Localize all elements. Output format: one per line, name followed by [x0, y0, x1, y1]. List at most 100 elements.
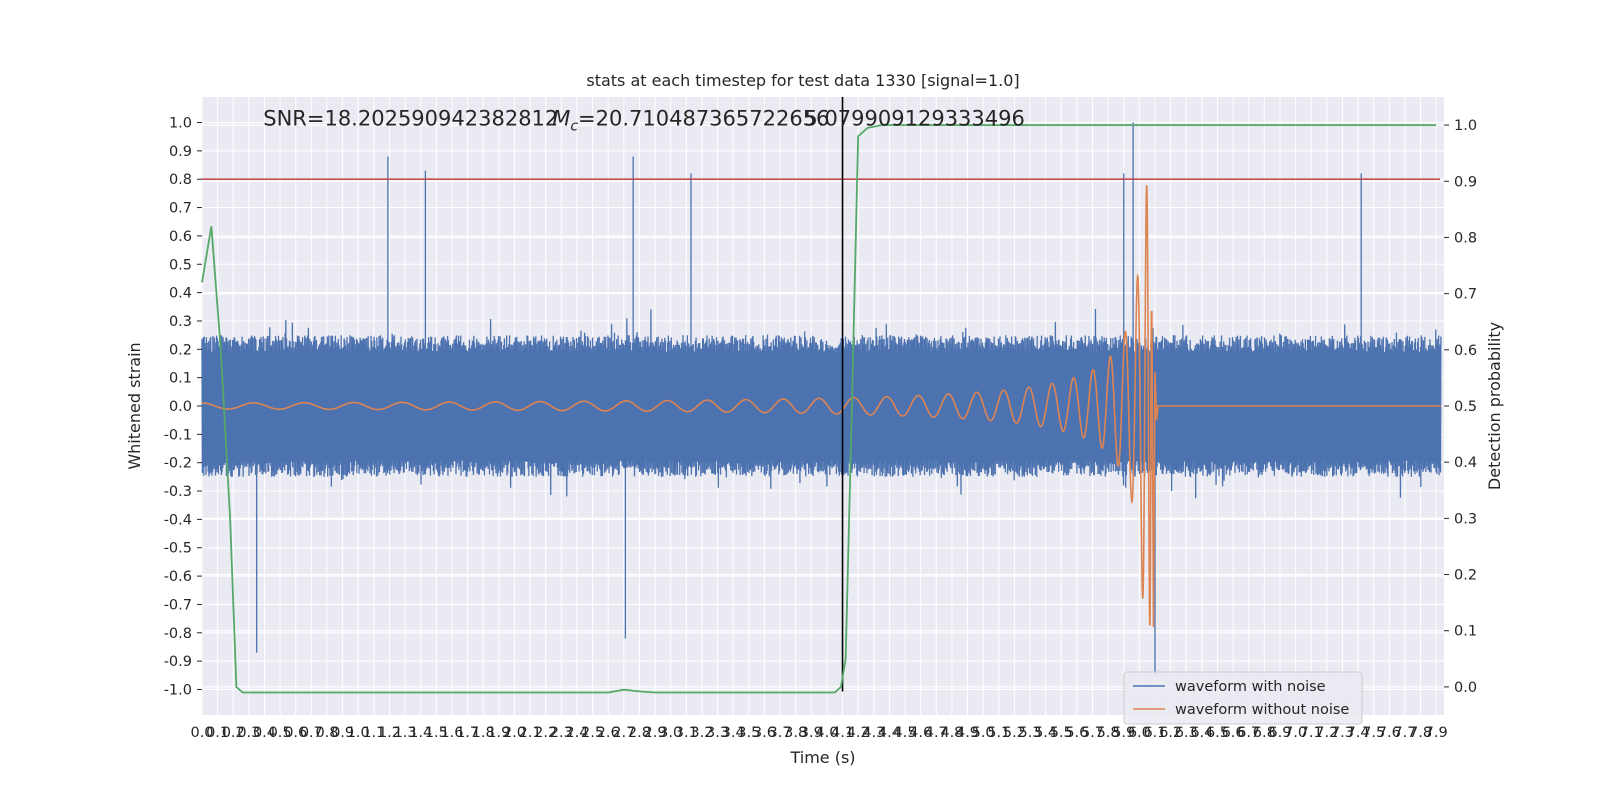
x-tick-label: 1.5 — [425, 725, 448, 741]
y-tick-label: -1.0 — [164, 682, 192, 698]
x-tick-label: 4.8 — [940, 725, 963, 741]
x-tick-label: 6.0 — [1128, 725, 1151, 741]
x-tick-label: 3.5 — [737, 725, 760, 741]
x-tick-label: 2.2 — [534, 725, 557, 741]
x-tick-label: 5.1 — [987, 725, 1010, 741]
annotation-snr: SNR=18.202590942382812 — [263, 106, 558, 130]
y-tick-label: -0.2 — [164, 456, 192, 472]
y2-tick-label: 0.1 — [1454, 624, 1477, 640]
x-tick-label: 7.3 — [1331, 725, 1354, 741]
y-tick-label: -0.8 — [164, 626, 192, 642]
legend-label-noise: waveform with noise — [1175, 679, 1326, 695]
annotations: SNR=18.202590942382812 Mc=20.71048736572… — [263, 106, 1025, 134]
x-tick-label: 7.9 — [1425, 725, 1448, 741]
chart-title: stats at each timestep for test data 133… — [586, 71, 1019, 90]
x-tick-label: 6.3 — [1175, 725, 1198, 741]
x-tick-label: 5.7 — [1081, 725, 1104, 741]
x-tick-label: 1.2 — [378, 725, 401, 741]
x-tick-label: 2.3 — [550, 725, 573, 741]
x-tick-label: 4.1 — [831, 725, 854, 741]
x-tick-label: 4.2 — [847, 725, 870, 741]
y-tick-label: 1.0 — [169, 116, 192, 132]
x-tick-label: 6.8 — [1253, 725, 1276, 741]
x-tick-label: 4.7 — [925, 725, 948, 741]
x-tick-label: 7.8 — [1409, 725, 1432, 741]
x-tick-label: 5.4 — [1034, 725, 1057, 741]
x-tick-label: 7.2 — [1315, 725, 1338, 741]
x-tick-label: 1.1 — [362, 725, 385, 741]
noise-trace — [201, 122, 1442, 676]
series-detection-probability — [201, 124, 1437, 694]
probability-trace — [201, 124, 1437, 694]
y-tick-label: -0.3 — [164, 484, 192, 500]
y-tick-label: 0.2 — [169, 342, 192, 358]
x-tick-label: 7.1 — [1300, 725, 1323, 741]
y-tick-label: 0.4 — [169, 286, 192, 302]
x-tick-label: 2.8 — [628, 725, 651, 741]
y2-tick-label: 0.6 — [1454, 343, 1477, 359]
x-tick-label: 6.9 — [1268, 725, 1291, 741]
y-tick-label: 0.0 — [169, 399, 192, 415]
x-tick-label: 6.2 — [1159, 725, 1182, 741]
y-tick-label: 0.7 — [169, 201, 192, 217]
y2-axis-label: Detection probability — [1485, 322, 1504, 490]
x-tick-label: 0.4 — [253, 725, 276, 741]
annotation-chirp-mass-symbol: M — [552, 106, 570, 130]
y-tick-label: -0.6 — [164, 569, 192, 585]
x-tick-label: 7.0 — [1284, 725, 1307, 741]
x-tick-label: 4.9 — [956, 725, 979, 741]
x-tick-label: 3.7 — [769, 725, 792, 741]
y2-tick-label: 0.5 — [1454, 399, 1477, 415]
annotation-chirp-mass-value: =20.710487365722656 — [578, 106, 829, 130]
x-tick-label: 6.1 — [1143, 725, 1166, 741]
series-waveform-without-noise — [202, 185, 1441, 628]
y2-tick-label: 0.8 — [1454, 230, 1477, 246]
x-tick-label: 6.6 — [1222, 725, 1245, 741]
annotation-value: 5.079909129333496 — [804, 106, 1024, 130]
x-tick-label: 1.3 — [394, 725, 417, 741]
x-tick-label: 2.5 — [581, 725, 604, 741]
y2-tick-label: 0.3 — [1454, 511, 1477, 527]
x-tick-label: 6.4 — [1190, 725, 1213, 741]
annotation-chirp-mass: Mc=20.710487365722656 — [552, 106, 829, 134]
x-tick-label: 0.2 — [222, 725, 245, 741]
x-tick-label: 1.6 — [440, 725, 463, 741]
x-tick-label: 2.4 — [565, 725, 588, 741]
x-tick-label: 1.4 — [409, 725, 432, 741]
y-tick-label: -0.9 — [164, 654, 192, 670]
y-tick-label: -0.1 — [164, 427, 192, 443]
y-tick-label: 0.1 — [169, 371, 192, 387]
x-tick-label: 2.9 — [644, 725, 667, 741]
y-tick-label: -0.7 — [164, 597, 192, 613]
x-tick-label: 0.9 — [331, 725, 354, 741]
x-tick-label: 1.7 — [456, 725, 479, 741]
x-tick-label: 4.0 — [815, 725, 838, 741]
y2-tick-label: 0.2 — [1454, 568, 1477, 584]
y-tick-label: 0.6 — [169, 229, 192, 245]
x-tick-labels: 0.00.10.20.30.40.50.60.70.80.91.01.11.21… — [190, 725, 1447, 741]
y-tick-label: -0.4 — [164, 512, 192, 528]
y-tick-labels: -1.0 -0.9 -0.8 -0.7 -0.6 -0.5 -0.4 -0.3 -0.2 -0.1… — [164, 116, 202, 698]
x-tick-label: 5.3 — [1018, 725, 1041, 741]
y-tick-label: -0.5 — [164, 541, 192, 557]
x-tick-label: 2.6 — [597, 725, 620, 741]
x-tick-label: 7.7 — [1393, 725, 1416, 741]
x-tick-label: 4.4 — [878, 725, 901, 741]
legend-box — [1123, 671, 1363, 725]
y-tick-label: 0.8 — [169, 172, 192, 188]
x-tick-label: 3.3 — [706, 725, 729, 741]
x-tick-label: 6.5 — [1206, 725, 1229, 741]
annotation-chirp-mass-subscript: c — [570, 118, 578, 134]
y2-tick-label: 0.7 — [1454, 287, 1477, 303]
x-tick-label: 7.4 — [1347, 725, 1370, 741]
legend: waveform with noise waveform without noi… — [1123, 671, 1363, 725]
x-tick-label: 5.0 — [972, 725, 995, 741]
chirp-trace — [202, 185, 1441, 628]
legend-label-clean: waveform without noise — [1175, 702, 1349, 718]
x-axis-label: Time (s) — [789, 748, 855, 767]
x-tick-label: 3.6 — [753, 725, 776, 741]
x-tick-label: 4.3 — [862, 725, 885, 741]
x-tick-label: 3.8 — [784, 725, 807, 741]
y-tick-label: 0.5 — [169, 257, 192, 273]
